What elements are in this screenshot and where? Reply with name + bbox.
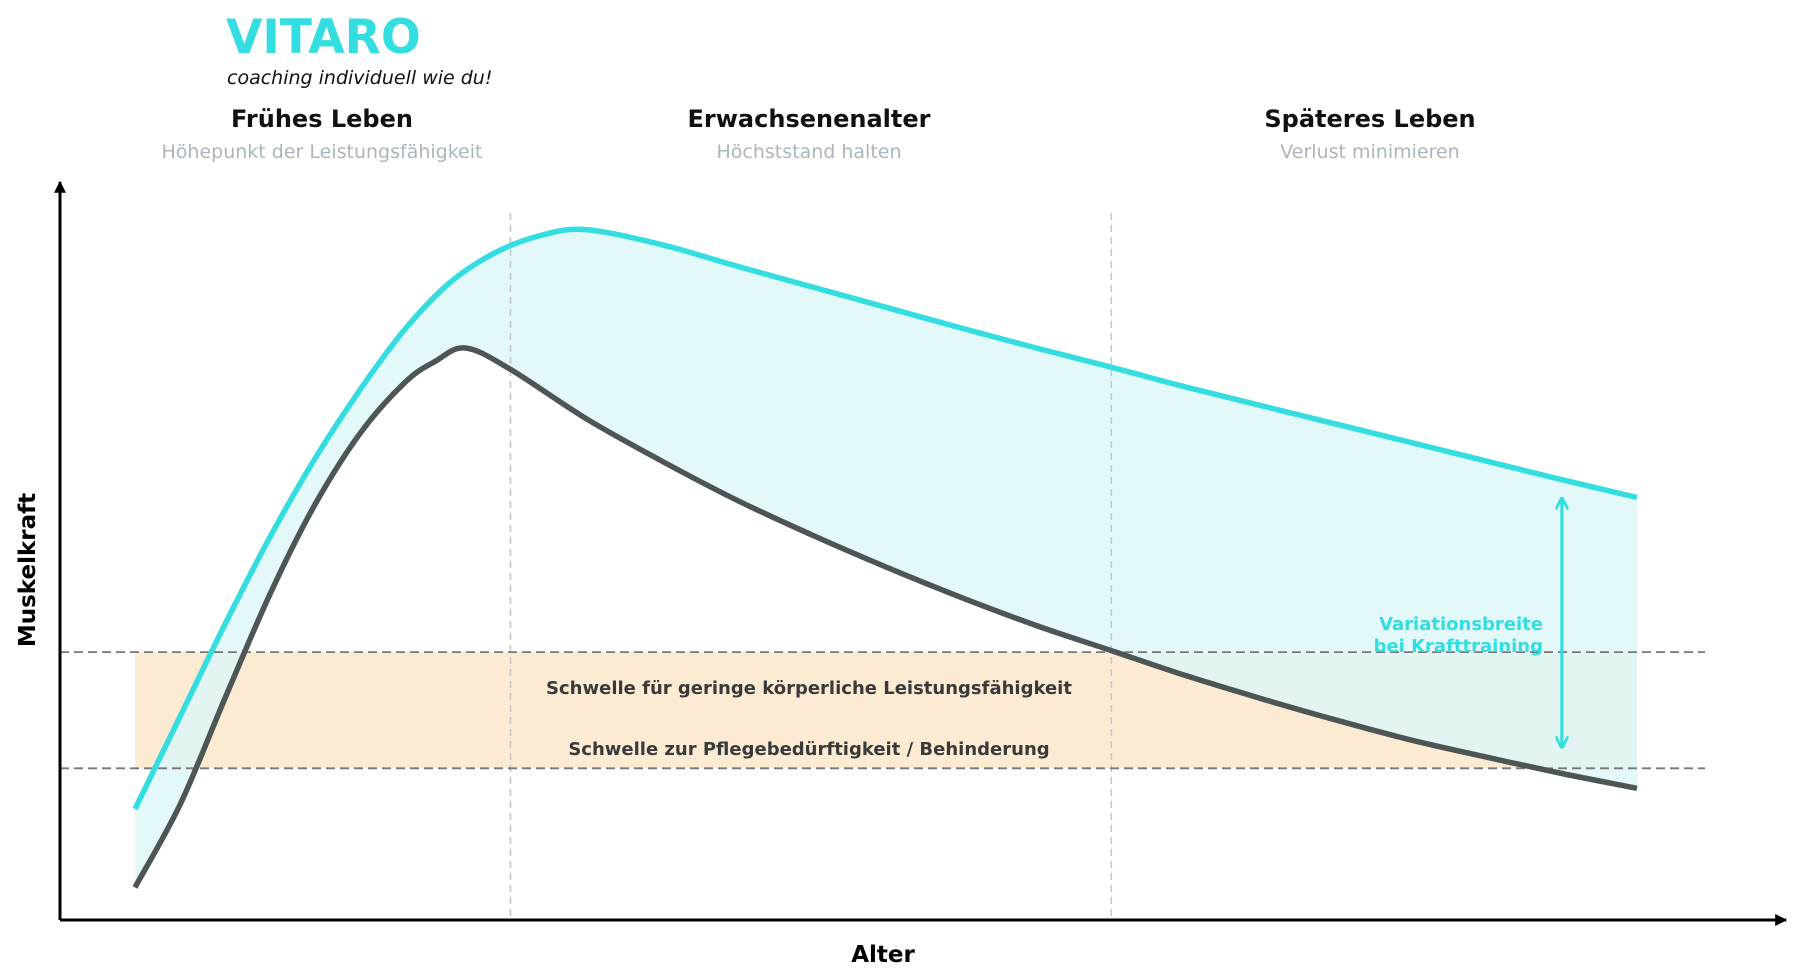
phase-title-early-life: Frühes Leben	[231, 105, 413, 133]
brand-tagline: coaching individuell wie du!	[227, 67, 492, 89]
phase-title-adulthood: Erwachsenenalter	[688, 105, 931, 133]
threshold-label-low-performance: Schwelle für geringe körperliche Leistun…	[546, 678, 1072, 699]
threshold-line-layer	[60, 651, 1705, 770]
threshold-label-care-dependency: Schwelle zur Pflegebedürftigkeit / Behin…	[568, 739, 1049, 760]
phase-subtitle-later-life: Verlust minimieren	[1280, 141, 1459, 163]
variation-area-layer	[135, 229, 1637, 888]
x-axis-label: Alter	[851, 942, 915, 968]
variation-annotation-line-2: bei Krafttraining	[1374, 636, 1543, 657]
phase-subtitle-adulthood: Höchststand halten	[716, 141, 901, 163]
phase-subtitle-early-life: Höhepunkt der Leistungsfähigkeit	[162, 141, 483, 163]
variation-annotation-line-1: Variationsbreite	[1379, 614, 1543, 635]
baseline-series-line	[132, 345, 1638, 889]
series-layer	[132, 226, 1638, 889]
variation-area	[135, 229, 1637, 888]
training-series-line	[132, 226, 1638, 811]
brand-logo-text: VITARO	[226, 10, 421, 65]
phase-title-later-life: Späteres Leben	[1264, 105, 1475, 133]
y-axis-label: Muskelkraft	[15, 493, 41, 647]
phase-divider-layer	[509, 213, 1113, 920]
